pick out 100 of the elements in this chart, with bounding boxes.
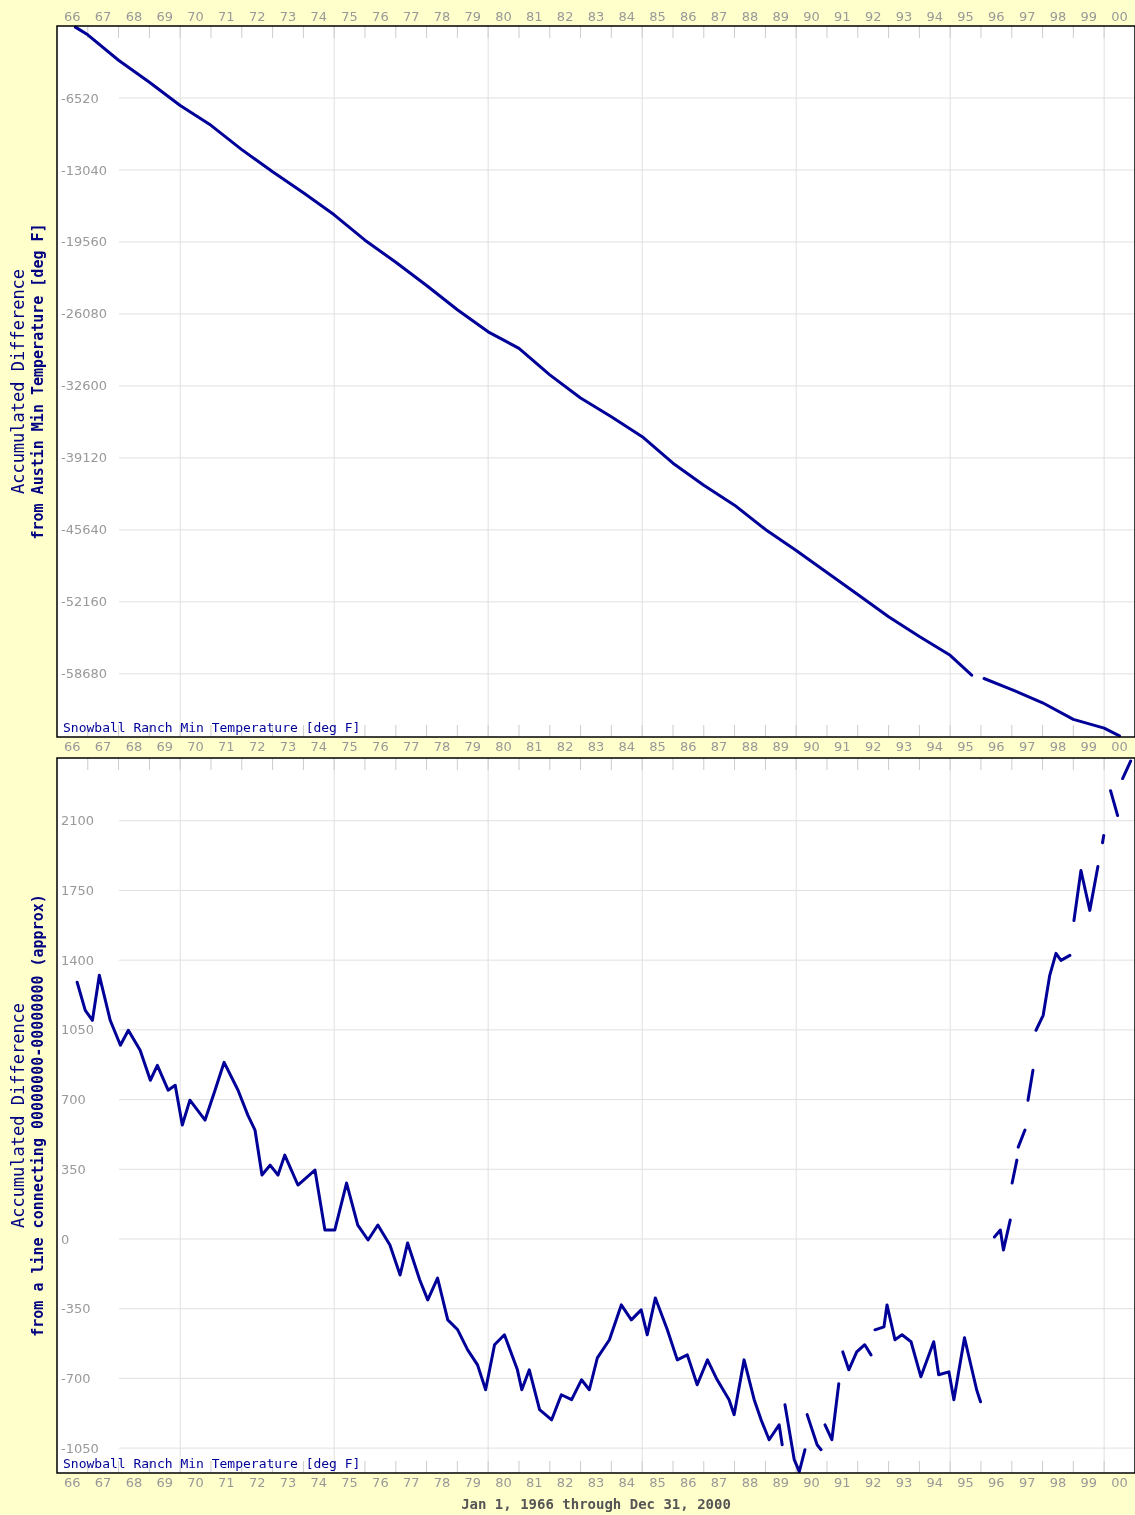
x-tick-label: 91 [834, 1475, 851, 1490]
x-tick-label: 89 [772, 1475, 790, 1490]
y-axis-title: Accumulated Difference from a line connecting 00000000-00000000 (approx) [8, 894, 47, 1337]
y-tick-label: -700 [61, 1370, 91, 1386]
x-tick-label: 76 [372, 739, 389, 754]
x-tick-label: 00 [1111, 739, 1128, 754]
y-tick-label: -6520 [61, 90, 99, 106]
y-tick-label: -58680 [61, 666, 108, 682]
x-tick-label: 97 [1018, 739, 1036, 754]
x-tick-label: 87 [710, 739, 728, 754]
x-tick-label: 79 [464, 1475, 481, 1490]
x-tick-label: 99 [1080, 739, 1097, 754]
x-tick-label: 95 [957, 739, 974, 754]
x-tick-label: 67 [94, 739, 112, 754]
x-tick-label: 74 [310, 1475, 328, 1490]
x2-tick-label: 76 [372, 9, 389, 24]
x-tick-label: 92 [864, 1475, 882, 1490]
y-axis-title: Accumulated Difference from Austin Min Temperature [deg F] [8, 223, 47, 540]
x2-tick-label: 94 [926, 9, 943, 24]
x2-tick-label: 93 [895, 9, 913, 24]
x-tick-label: 85 [649, 1475, 666, 1490]
x2-tick-label: 72 [248, 9, 266, 24]
y-tick-label: 1050 [61, 1022, 95, 1038]
x-tick-label: 70 [187, 739, 204, 754]
x-tick-label: 92 [864, 739, 882, 754]
x-tick-label: 83 [587, 739, 605, 754]
x-tick-label: 80 [495, 739, 512, 754]
x2-tick-label: 98 [1049, 9, 1067, 24]
y-tick-label: -52160 [61, 594, 108, 610]
y-tick-label: 700 [61, 1092, 86, 1108]
x-tick-label: 88 [741, 739, 759, 754]
x-tick-label: 69 [156, 1475, 174, 1490]
x2-tick-label: 84 [618, 9, 636, 24]
x-tick-label: 94 [926, 739, 943, 754]
x2-tick-label: 86 [680, 9, 697, 24]
y-tick-label: -32600 [61, 378, 108, 394]
x-tick-label: 72 [248, 1475, 266, 1490]
x-tick-label: 84 [618, 739, 636, 754]
x-tick-label: 94 [926, 1475, 943, 1490]
x2-tick-label: 71 [218, 9, 235, 24]
x-tick-label: 90 [803, 1475, 820, 1490]
y-tick-label: 350 [61, 1161, 86, 1177]
y-tick-label: -26080 [61, 306, 108, 322]
text: Snowball Ranch Min Temperature [deg F] [63, 1456, 361, 1471]
x-tick-label: 99 [1080, 1475, 1097, 1490]
x2-tick-label: 87 [710, 9, 728, 24]
x-tick-label: 66 [64, 739, 81, 754]
y-tick-label: 1750 [61, 882, 95, 898]
x-tick-label: 78 [433, 739, 451, 754]
x-tick-label: 75 [341, 739, 358, 754]
x2-tick-label: 82 [556, 9, 574, 24]
x-tick-label: 79 [464, 739, 481, 754]
x-tick-label: 85 [649, 739, 666, 754]
x-tick-label: 95 [957, 1475, 974, 1490]
x2-tick-label: 68 [125, 9, 143, 24]
x-tick-label: 97 [1018, 1475, 1036, 1490]
x-tick-label: 66 [64, 1475, 81, 1490]
x-tick-label: 70 [187, 1475, 204, 1490]
x-tick-label: 74 [310, 739, 328, 754]
x-tick-label: 78 [433, 1475, 451, 1490]
x-tick-label: 82 [556, 739, 574, 754]
x-axis-title: Jan 1, 1966 through Dec 31, 2000 [461, 1496, 731, 1512]
x2-tick-label: 75 [341, 9, 358, 24]
x-tick-label: 00 [1111, 1475, 1128, 1490]
x-tick-label: 86 [680, 739, 697, 754]
x-tick-label: 68 [125, 1475, 143, 1490]
x-tick-label: 76 [372, 1475, 389, 1490]
x-tick-label: 81 [526, 739, 543, 754]
x-tick-label: 96 [988, 1475, 1005, 1490]
x2-tick-label: 80 [495, 9, 512, 24]
x-tick-label: 77 [402, 739, 420, 754]
x2-tick-label: 88 [741, 9, 759, 24]
x2-tick-label: 70 [187, 9, 204, 24]
x2-tick-label: 66 [64, 9, 81, 24]
x-tick-label: 87 [710, 1475, 728, 1490]
y-tick-label: -13040 [61, 162, 108, 178]
x-tick-label: 80 [495, 1475, 512, 1490]
x2-tick-label: 78 [433, 9, 451, 24]
x-tick-label: 84 [618, 1475, 636, 1490]
x2-tick-label: 97 [1018, 9, 1036, 24]
x-tick-label: 82 [556, 1475, 574, 1490]
y-tick-label: -39120 [61, 450, 108, 466]
x-tick-label: 71 [218, 739, 235, 754]
x-tick-label: 68 [125, 739, 143, 754]
x-tick-label: 96 [988, 739, 1005, 754]
x2-tick-label: 91 [834, 9, 851, 24]
x-tick-label: 91 [834, 739, 851, 754]
x2-tick-label: 69 [156, 9, 174, 24]
x2-tick-label: 81 [526, 9, 543, 24]
x-tick-label: 71 [218, 1475, 235, 1490]
x-tick-label: 93 [895, 1475, 913, 1490]
x2-tick-label: 90 [803, 9, 820, 24]
x-tick-label: 98 [1049, 1475, 1067, 1490]
x2-tick-label: 00 [1111, 9, 1128, 24]
x2-tick-label: 77 [402, 9, 420, 24]
y-tick-label: 2100 [61, 813, 95, 829]
x-tick-label: 81 [526, 1475, 543, 1490]
y-tick-label: 1400 [61, 952, 95, 968]
x-tick-label: 86 [680, 1475, 697, 1490]
y-tick-label: -19560 [61, 234, 108, 250]
